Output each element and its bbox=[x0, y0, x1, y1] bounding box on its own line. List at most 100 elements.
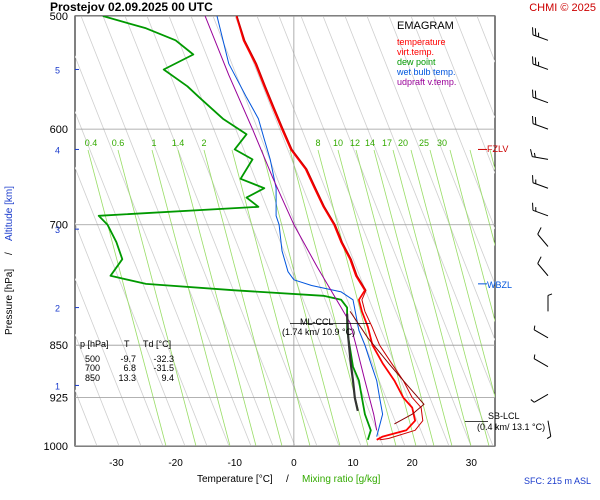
legend: EMAGRAM temperature virt.temp. dew point… bbox=[396, 20, 456, 87]
dry-adiabat-line bbox=[75, 222, 164, 446]
wind-barb-staff bbox=[532, 123, 549, 130]
fzlv-label: FZLV bbox=[487, 144, 508, 154]
series-line-parcel-dew bbox=[346, 313, 359, 412]
wind-barb-full bbox=[532, 202, 534, 211]
wind-barb-staff bbox=[533, 358, 549, 368]
mixing-ratio-line bbox=[392, 149, 472, 446]
altitude-tick-label: 4 bbox=[55, 145, 60, 155]
y-axis-title: Pressure [hPa] / Altitude [km] bbox=[4, 186, 15, 335]
table-cell: 6.8 bbox=[123, 363, 136, 373]
dry-adiabat-line bbox=[499, 16, 600, 446]
pressure-tick-label: 925 bbox=[50, 393, 68, 405]
mixing-ratio-label: 10 bbox=[333, 138, 343, 148]
wind-barb-half bbox=[533, 354, 536, 359]
table-header-td: Td [°C] bbox=[143, 339, 171, 349]
mixing-ratio-line bbox=[231, 149, 311, 446]
x-tick-label: -20 bbox=[168, 458, 183, 469]
dry-adiabat-line bbox=[102, 16, 274, 446]
mixing-ratio-label: 30 bbox=[437, 138, 447, 148]
wind-barb-staff bbox=[547, 420, 552, 437]
series-line-udpraft-v-temp bbox=[204, 16, 378, 431]
dry-adiabat-line bbox=[278, 16, 450, 446]
wind-barb-full bbox=[532, 116, 534, 124]
wind-barb bbox=[546, 420, 552, 440]
wind-barb-half bbox=[535, 207, 537, 212]
mixing-ratio-line bbox=[177, 149, 257, 446]
x-axis-separator: / bbox=[286, 474, 289, 485]
mixing-ratio-line bbox=[151, 149, 231, 446]
dry-adiabat-line bbox=[322, 16, 494, 446]
dry-adiabat-line bbox=[146, 16, 318, 446]
dry-adiabat-line bbox=[124, 16, 296, 446]
wind-barb-full bbox=[532, 175, 534, 183]
series-line-temperature bbox=[235, 16, 416, 441]
mixing-ratio-label: 1.4 bbox=[172, 138, 185, 148]
wind-barb-staff bbox=[532, 63, 549, 70]
x-tick-label: 30 bbox=[466, 458, 478, 469]
dry-adiabat-line bbox=[432, 16, 495, 174]
table-cell: -9.7 bbox=[120, 354, 136, 364]
copyright-label: CHMI © 2025 bbox=[529, 2, 596, 14]
wind-barb-full bbox=[532, 89, 534, 98]
wind-barb-staff bbox=[532, 209, 549, 217]
mixing-ratio-label: 14 bbox=[365, 138, 375, 148]
wind-barb bbox=[530, 393, 549, 403]
wind-barb bbox=[532, 27, 549, 41]
wind-barb-half bbox=[533, 325, 536, 330]
dry-adiabat-line bbox=[388, 16, 495, 286]
wind-barb-half bbox=[530, 399, 535, 403]
dry-adiabat-line bbox=[75, 55, 230, 446]
mixing-ratio-label: 0.4 bbox=[85, 138, 98, 148]
legend-entry-temperature: temperature bbox=[397, 37, 446, 47]
table-cell: 700 bbox=[85, 363, 100, 373]
x-tick-label: -10 bbox=[227, 458, 242, 469]
x-tick-label: 10 bbox=[347, 458, 359, 469]
mixing-ratio-line bbox=[410, 149, 490, 446]
mixing-ratio-label: 20 bbox=[398, 138, 408, 148]
mixing-ratio-line bbox=[355, 149, 435, 446]
pressure-tick-label: 700 bbox=[50, 220, 68, 232]
dry-adiabat-line bbox=[565, 16, 600, 446]
wind-barb-full bbox=[534, 117, 537, 125]
y-axis-label-secondary: Altitude [km] bbox=[4, 186, 15, 241]
wind-barb-staff bbox=[537, 233, 549, 247]
wind-barb-full bbox=[532, 27, 534, 35]
dry-adiabat-line bbox=[587, 16, 600, 446]
wind-barb-half bbox=[535, 179, 537, 184]
legend-entry-wet-bulb: wet bulb temp. bbox=[396, 67, 456, 77]
legend-title: EMAGRAM bbox=[397, 20, 454, 32]
table-cell: 500 bbox=[85, 354, 100, 364]
wind-barb bbox=[533, 325, 549, 339]
dry-adiabat-line bbox=[75, 277, 142, 446]
wind-barb-full bbox=[530, 149, 533, 157]
legend-entry-dew-point: dew point bbox=[397, 57, 436, 67]
table-cell: 9.4 bbox=[161, 373, 174, 383]
wind-barb bbox=[547, 293, 553, 312]
pressure-tick-label: 1000 bbox=[44, 441, 68, 453]
altitude-tick-label: 3 bbox=[55, 225, 60, 235]
mixing-ratio-line bbox=[373, 149, 453, 446]
dry-adiabat-line bbox=[521, 16, 600, 446]
annotation-layer: -30 -20 -10 0 10 20 30500600700850925100012345… bbox=[44, 11, 553, 469]
grid-layer bbox=[75, 16, 600, 446]
wind-barb-full bbox=[534, 57, 537, 66]
wind-barb-staff bbox=[532, 156, 549, 160]
wind-barb bbox=[537, 256, 549, 277]
wind-barb-half bbox=[547, 293, 553, 296]
wind-barb bbox=[532, 116, 549, 130]
mixing-ratio-line bbox=[429, 149, 495, 399]
dry-adiabat-line bbox=[234, 16, 406, 446]
dry-adiabat-line bbox=[300, 16, 472, 446]
wind-barb-full bbox=[534, 28, 537, 36]
pressure-tick-label: 500 bbox=[50, 11, 68, 23]
wind-barb-full bbox=[534, 90, 537, 99]
mixing-ratio-label: 17 bbox=[382, 138, 392, 148]
mixing-ratio-label: 8 bbox=[315, 138, 320, 148]
y-axis-separator: / bbox=[4, 252, 15, 255]
mixing-ratio-label: 25 bbox=[419, 138, 429, 148]
level-table: p [hPa] T Td [°C] 500 -9.7 -32.3 700 6.8… bbox=[80, 339, 174, 383]
series-line-dew-point bbox=[97, 16, 372, 441]
series-layer bbox=[97, 16, 425, 441]
pressure-tick-label: 600 bbox=[50, 124, 68, 136]
